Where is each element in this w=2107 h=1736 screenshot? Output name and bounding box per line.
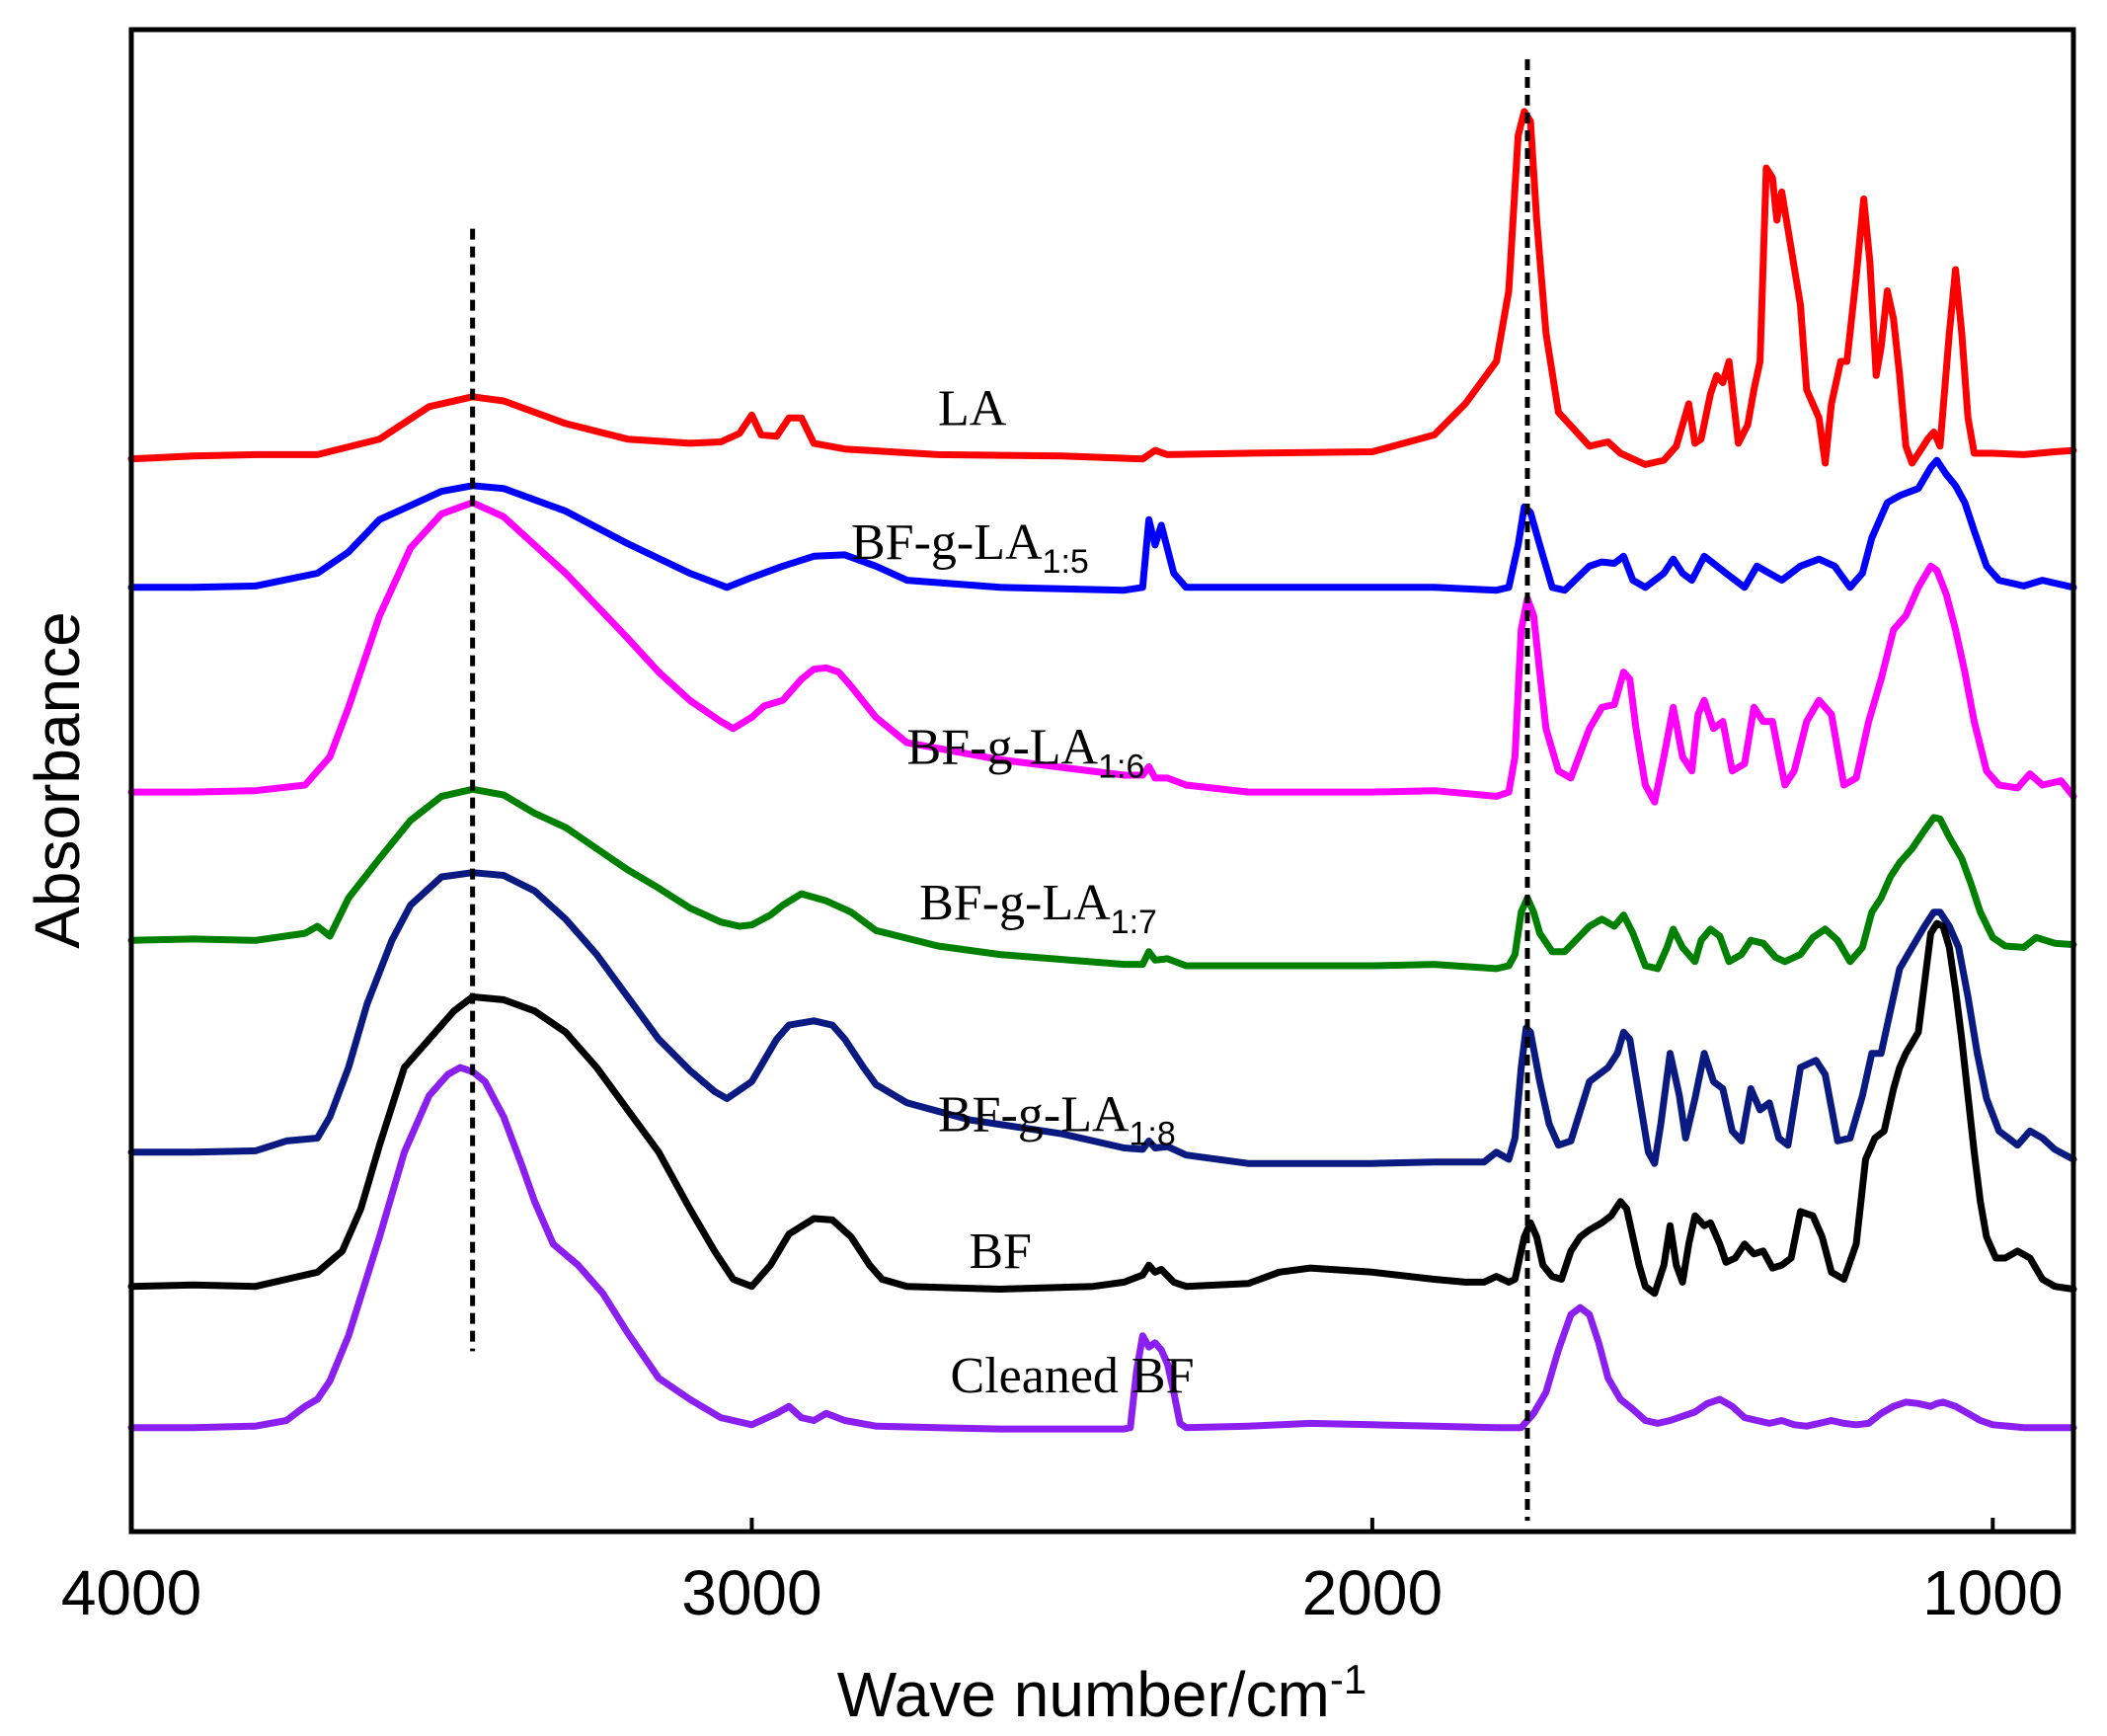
series-label-bf-g-la-1-8: BF-g-LA1:8 bbox=[938, 1086, 1176, 1152]
x-tick-label: 4000 bbox=[61, 1557, 201, 1628]
x-tick-label: 1000 bbox=[1922, 1557, 2063, 1628]
x-axis-title: Wave number/cm-1 bbox=[837, 1656, 1366, 1731]
x-tick-label: 3000 bbox=[681, 1557, 821, 1628]
spectra-series bbox=[127, 108, 2077, 1433]
series-label-bf-g-la-1-7: BF-g-LA1:7 bbox=[919, 875, 1157, 941]
series-line-bf-g-la-1-7 bbox=[127, 785, 2077, 973]
series-line-cleaned-bf bbox=[127, 1064, 2077, 1433]
series-label-la: LA bbox=[938, 380, 1007, 436]
series-line-bf bbox=[127, 919, 2077, 1298]
x-axis-ticks: 4000 3000 2000 1000 bbox=[61, 1518, 2063, 1628]
series-line-bf-g-la-1-6 bbox=[127, 499, 2077, 806]
series-line-bf-g-la-1-5 bbox=[127, 456, 2077, 594]
y-axis-title: Absorbance bbox=[22, 611, 93, 949]
series-line-la bbox=[127, 108, 2077, 468]
series-label-bf: BF bbox=[969, 1223, 1032, 1280]
series-line-bf-g-la-1-8 bbox=[127, 869, 2077, 1167]
x-tick-label: 2000 bbox=[1302, 1557, 1443, 1628]
reference-lines bbox=[470, 59, 1530, 1521]
series-label-bf-g-la-1-5: BF-g-LA1:5 bbox=[851, 514, 1089, 581]
plot-frame bbox=[128, 27, 2076, 1535]
series-labels: LA BF-g-LA1:5 BF-g-LA1:6 BF-g-LA1:7 BF-g-LA1… bbox=[851, 380, 1195, 1404]
series-label-cleaned-bf: Cleaned BF bbox=[951, 1348, 1195, 1404]
series-label-bf-g-la-1-6: BF-g-LA1:6 bbox=[907, 720, 1145, 786]
